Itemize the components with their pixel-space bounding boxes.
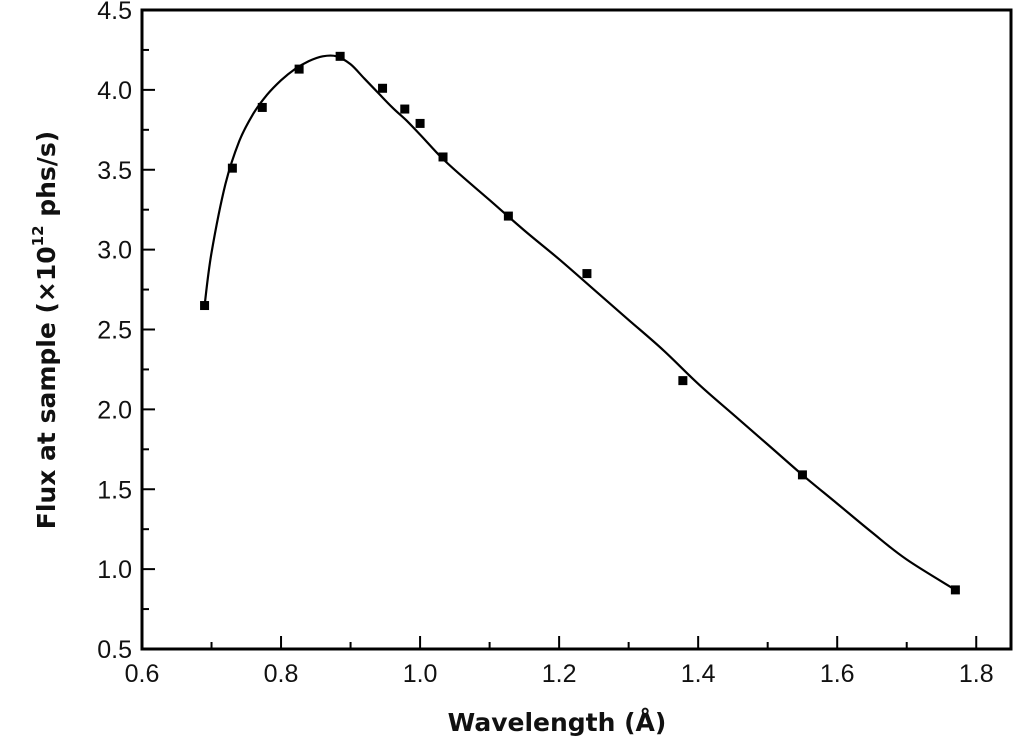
- data-point-marker: [200, 301, 210, 311]
- x-tick-label: 1.0: [403, 660, 438, 688]
- y-tick-label: 1.0: [97, 556, 132, 584]
- x-tick-label: 1.6: [820, 660, 855, 688]
- x-axis-label: Wavelength (Å): [448, 708, 667, 737]
- y-tick-label: 3.5: [97, 157, 132, 185]
- data-point-marker: [378, 83, 388, 93]
- x-tick-label: 0.6: [125, 660, 160, 688]
- data-point-marker: [400, 104, 410, 114]
- data-point-marker: [678, 376, 688, 386]
- plot-frame: [140, 8, 1013, 651]
- data-point-marker: [227, 163, 237, 173]
- data-point-marker: [438, 152, 448, 162]
- x-tick-label: 1.2: [542, 660, 577, 688]
- data-point-marker: [294, 64, 304, 74]
- data-point-marker: [257, 102, 267, 112]
- tick-labels: 0.6 0.8 1.0 1.2 1.4 1.6 1.8 0.5 1.0 1.5 2.0 2.5 3.0 3…: [97, 0, 993, 688]
- data-point-marker: [415, 118, 425, 128]
- y-tick-label: 2.0: [97, 396, 132, 424]
- data-point-marker: [335, 51, 345, 61]
- x-tick-label: 1.8: [959, 660, 994, 688]
- fit-curve-line: [203, 54, 956, 591]
- data-point-marker: [503, 211, 513, 221]
- y-axis-label-suffix: phs/s): [32, 131, 61, 226]
- y-axis-label-exponent: 12: [29, 225, 47, 246]
- y-tick-label: 4.0: [97, 77, 132, 105]
- axis-ticks: [141, 9, 978, 650]
- data-point-marker: [797, 470, 807, 480]
- y-tick-label: 2.5: [97, 317, 132, 345]
- series: [200, 51, 960, 595]
- y-tick-label: 1.5: [97, 476, 132, 504]
- data-point-marker: [950, 585, 960, 595]
- y-tick-label: 4.5: [97, 0, 132, 25]
- x-tick-label: 0.8: [264, 660, 299, 688]
- y-tick-label: 3.0: [97, 237, 132, 265]
- y-tick-label: 0.5: [97, 636, 132, 664]
- data-point-marker: [582, 269, 592, 279]
- y-axis-label: Flux at sample (×1012 phs/s): [29, 131, 61, 529]
- x-tick-label: 1.4: [681, 660, 716, 688]
- y-axis-label-prefix: Flux at sample (×10: [32, 246, 61, 529]
